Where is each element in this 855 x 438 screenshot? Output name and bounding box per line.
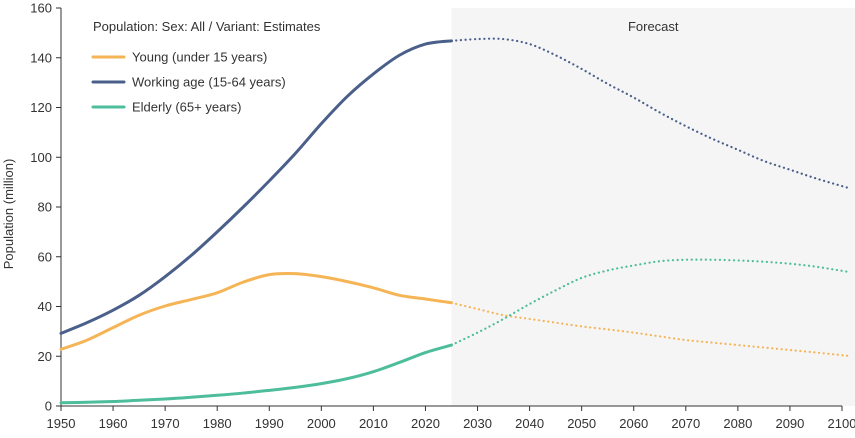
x-tick-label: 2060 <box>619 416 648 431</box>
x-tick-label: 1950 <box>47 416 76 431</box>
x-tick-label: 2080 <box>723 416 752 431</box>
x-tick-label: 2030 <box>463 416 492 431</box>
legend-label: Young (under 15 years) <box>132 50 267 65</box>
legend: Population: Sex: All / Variant: Estimate… <box>91 19 321 115</box>
legend-title: Population: Sex: All / Variant: Estimate… <box>93 19 321 34</box>
legend-label: Elderly (65+ years) <box>132 100 241 115</box>
legend-label: Working age (15-64 years) <box>132 75 286 90</box>
series-line-forecast-1 <box>450 37 849 189</box>
y-tick-label: 20 <box>38 349 52 364</box>
x-tick-label: 2050 <box>567 416 596 431</box>
x-tick-label: 1980 <box>203 416 232 431</box>
x-tick-label: 2070 <box>671 416 700 431</box>
x-tick-label: 2020 <box>411 416 440 431</box>
x-tick-label: 2090 <box>775 416 804 431</box>
series-line-estimate-0 <box>59 271 453 351</box>
x-tick-label: 2100 <box>828 416 855 431</box>
y-tick-label: 40 <box>38 299 52 314</box>
x-tick-label: 2000 <box>307 416 336 431</box>
x-tick-label: 2040 <box>515 416 544 431</box>
y-tick-label: 140 <box>30 50 52 65</box>
series-line-estimate-2 <box>59 343 453 405</box>
x-tick-label: 1960 <box>99 416 128 431</box>
y-tick-label: 80 <box>38 200 52 215</box>
y-tick-label: 60 <box>38 249 52 264</box>
series-layer <box>59 37 849 405</box>
y-tick-label: 160 <box>30 1 52 16</box>
x-tick-label: 1970 <box>151 416 180 431</box>
y-axis-title: Population (million) <box>1 159 16 270</box>
y-tick-label: 120 <box>30 100 52 115</box>
series-line-estimate-1 <box>59 39 453 335</box>
legend-items: Young (under 15 years) Working age (15-64… <box>91 50 286 115</box>
y-tick-label: 0 <box>45 399 52 414</box>
series-line-forecast-0 <box>450 301 849 357</box>
y-tick-label: 100 <box>30 150 52 165</box>
forecast-region <box>451 8 855 406</box>
series-line-forecast-2 <box>450 258 849 347</box>
forecast-label: Forecast <box>628 19 679 34</box>
x-tick-label: 2010 <box>359 416 388 431</box>
x-tick-label: 1990 <box>255 416 284 431</box>
